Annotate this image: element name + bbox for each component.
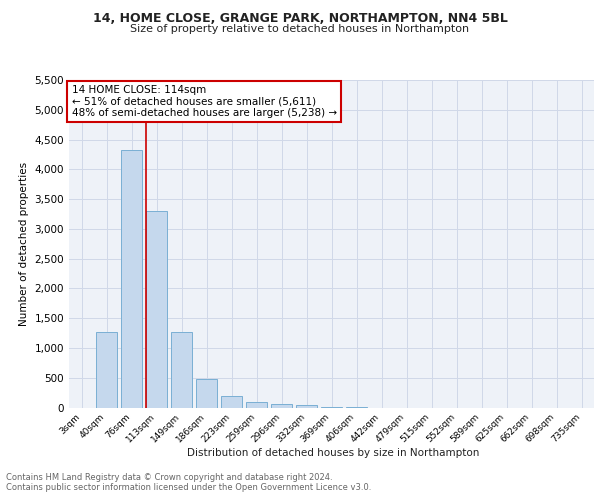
- Bar: [321, 407, 342, 408]
- Text: Contains HM Land Registry data © Crown copyright and database right 2024.: Contains HM Land Registry data © Crown c…: [6, 472, 332, 482]
- Text: 14, HOME CLOSE, GRANGE PARK, NORTHAMPTON, NN4 5BL: 14, HOME CLOSE, GRANGE PARK, NORTHAMPTON…: [92, 12, 508, 26]
- Bar: [121, 150, 142, 408]
- Bar: [296, 406, 317, 407]
- Bar: [196, 379, 217, 408]
- Text: Size of property relative to detached houses in Northampton: Size of property relative to detached ho…: [130, 24, 470, 34]
- Bar: [246, 402, 267, 407]
- Bar: [271, 404, 292, 407]
- Bar: [96, 332, 117, 407]
- Bar: [146, 211, 167, 408]
- Text: Distribution of detached houses by size in Northampton: Distribution of detached houses by size …: [187, 448, 479, 458]
- Bar: [221, 396, 242, 407]
- Text: Contains public sector information licensed under the Open Government Licence v3: Contains public sector information licen…: [6, 484, 371, 492]
- Y-axis label: Number of detached properties: Number of detached properties: [19, 162, 29, 326]
- Bar: [171, 332, 192, 407]
- Text: 14 HOME CLOSE: 114sqm
← 51% of detached houses are smaller (5,611)
48% of semi-d: 14 HOME CLOSE: 114sqm ← 51% of detached …: [71, 85, 337, 118]
